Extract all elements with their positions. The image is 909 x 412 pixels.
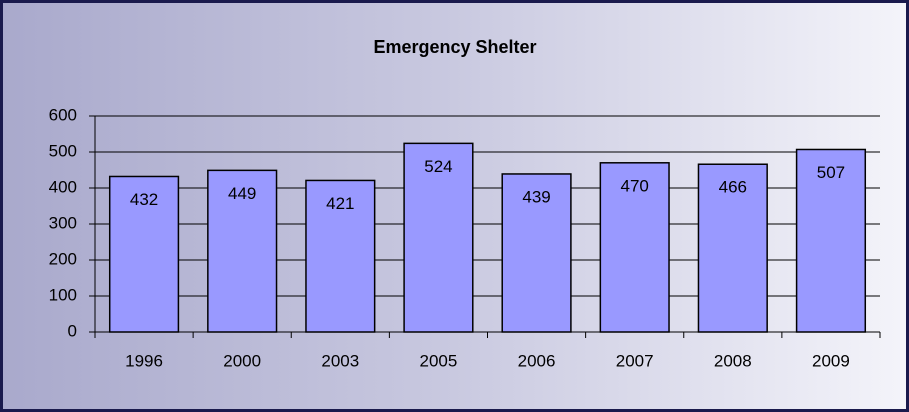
x-tick-label: 2006	[518, 351, 556, 370]
data-label: 449	[228, 184, 256, 203]
chart-title: Emergency Shelter	[373, 37, 536, 57]
bar	[305, 179, 376, 333]
data-label: 421	[326, 194, 354, 213]
data-label: 466	[719, 178, 747, 197]
y-tick-label: 100	[49, 285, 77, 304]
bar	[207, 169, 278, 333]
bar	[501, 173, 572, 333]
y-tick-label: 400	[49, 177, 77, 196]
y-tick-label: 0	[68, 321, 77, 340]
bar	[599, 162, 670, 333]
data-label: 432	[130, 190, 158, 209]
data-label: 507	[817, 163, 845, 182]
x-tick-label: 2008	[714, 351, 752, 370]
x-tick-label: 2007	[616, 351, 654, 370]
x-tick-label: 2000	[223, 351, 261, 370]
bar	[795, 148, 867, 333]
y-tick-label: 600	[49, 105, 77, 124]
y-tick-label: 300	[49, 213, 77, 232]
x-tick-label: 1996	[125, 351, 163, 370]
x-tick-label: 2009	[812, 351, 850, 370]
bar	[697, 163, 768, 333]
y-tick-label: 500	[49, 141, 77, 160]
bar	[403, 142, 474, 333]
data-label: 470	[621, 176, 649, 195]
data-label: 524	[424, 157, 452, 176]
y-tick-label: 200	[49, 249, 77, 268]
data-label: 439	[522, 187, 550, 206]
x-tick-label: 2003	[321, 351, 359, 370]
bar	[108, 175, 180, 333]
x-tick-label: 2005	[420, 351, 458, 370]
